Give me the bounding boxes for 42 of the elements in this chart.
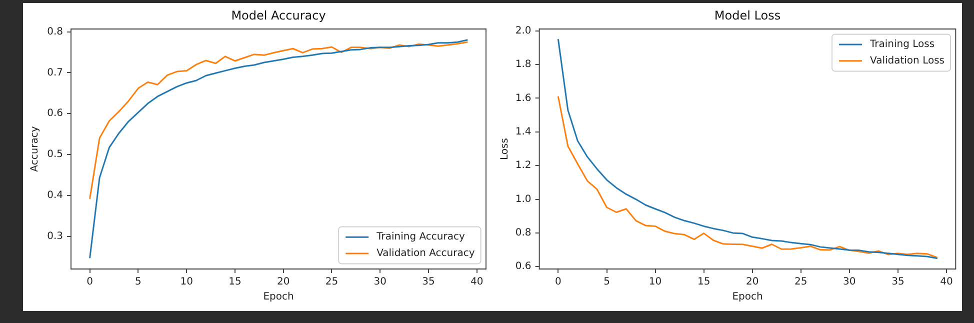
y-tick-label: 1.6 (515, 92, 532, 104)
y-tick-label: 0.3 (47, 230, 63, 242)
legend-label: Validation Accuracy (376, 248, 475, 260)
y-tick-label: 1.0 (515, 194, 532, 205)
x-tick-label: 35 (422, 276, 435, 288)
x-tick-label: 40 (470, 276, 484, 288)
y-tick-label: 1.4 (515, 126, 532, 138)
x-tick-label: 20 (276, 276, 290, 288)
y-tick-label: 1.2 (515, 160, 532, 172)
x-tick-label: 30 (843, 276, 856, 288)
x-tick-label: 25 (794, 276, 808, 288)
y-tick-label: 0.6 (47, 108, 63, 120)
chart-title: Model Accuracy (231, 8, 326, 22)
y-tick-label: 0.8 (47, 26, 63, 38)
y-tick-label: 0.5 (47, 149, 63, 160)
x-tick-label: 0 (555, 276, 562, 288)
y-tick-label: 0.8 (515, 228, 532, 239)
legend-label: Training Accuracy (376, 232, 465, 243)
x-tick-label: 15 (228, 276, 242, 288)
y-tick-label: 0.4 (47, 190, 63, 201)
x-tick-label: 20 (746, 276, 759, 288)
x-axis-title: Epoch (732, 292, 763, 303)
legend-label: Validation Loss (870, 55, 945, 66)
y-tick-label: 0.7 (47, 67, 63, 78)
y-tick-label: 0.6 (515, 261, 532, 272)
y-tick-label: 2.0 (515, 25, 532, 36)
legend-label: Training Loss (869, 39, 935, 50)
x-tick-label: 5 (135, 276, 142, 288)
x-tick-label: 0 (86, 276, 94, 288)
x-axis-title: Epoch (263, 292, 294, 303)
x-tick-label: 30 (374, 276, 386, 288)
x-tick-label: 10 (648, 276, 662, 288)
y-axis-title: Accuracy (30, 126, 41, 172)
x-tick-label: 35 (892, 276, 904, 288)
x-tick-label: 25 (325, 276, 338, 288)
x-tick-label: 40 (940, 276, 953, 288)
chart-title: Model Loss (714, 8, 781, 22)
y-tick-label: 1.8 (515, 59, 532, 70)
x-tick-label: 5 (604, 276, 610, 288)
x-tick-label: 15 (697, 276, 710, 288)
x-tick-label: 10 (180, 276, 193, 288)
y-axis-title: Loss (500, 138, 511, 160)
